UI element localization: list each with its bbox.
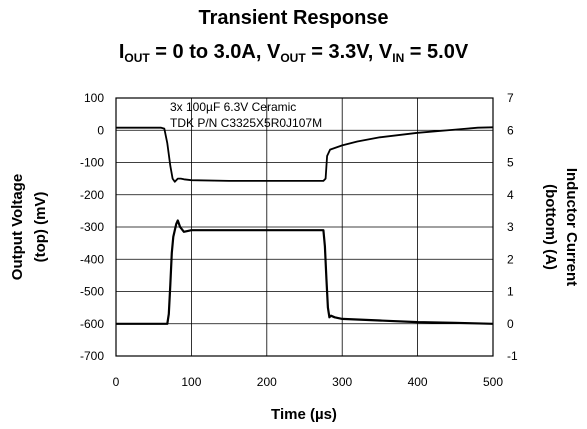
y-left-label-line1: Output Voltage: [9, 174, 26, 280]
y-left-tick-label: -500: [80, 285, 104, 299]
subtitle-vin-rest: = 5.0V: [404, 41, 469, 63]
y-left-label-line2: (top) (mV): [32, 192, 49, 263]
plot-frame: [115, 97, 494, 357]
subtitle-i-rest: = 0 to 3.0A,: [149, 41, 267, 63]
subtitle-i-sub: OUT: [124, 51, 150, 65]
x-tick-label: 300: [332, 375, 352, 389]
y-right-tick-label: 7: [507, 91, 514, 105]
y-left-tick-label: -200: [80, 188, 104, 202]
x-tick-label: 0: [113, 375, 120, 389]
y-right-label-line2: (bottom) (A): [542, 184, 559, 270]
y-left-tick-label: 100: [84, 91, 104, 105]
series-layer: [116, 126, 494, 325]
subtitle-v-rest: = 3.3V,: [305, 41, 379, 63]
y-right-tick-label: 4: [507, 188, 514, 202]
y-left-tick-label: -300: [80, 220, 104, 234]
y-right-tick-label: 6: [507, 123, 514, 137]
y-left-tick-label: -400: [80, 252, 104, 266]
subtitle-vin-sub: IN: [392, 51, 405, 65]
grid-lines: [116, 98, 493, 356]
x-tick-label: 400: [408, 375, 428, 389]
y-right-tick-label: 3: [507, 220, 514, 234]
y-left-tick-label: 0: [97, 123, 104, 137]
output-voltage-series-line: [116, 126, 494, 183]
x-axis-label: Time (µs): [271, 406, 337, 423]
y-right-tick-label: -1: [507, 349, 518, 363]
y-right-tick-label: 2: [507, 252, 514, 266]
subtitle-vin: V: [378, 41, 393, 63]
y-right-tick-label: 5: [507, 156, 514, 170]
y-left-tick-label: -100: [80, 156, 104, 170]
x-tick-label: 100: [181, 375, 201, 389]
chart-subtitle: IOUT = 0 to 3.0A, VOUT = 3.3V, VIN = 5.0…: [0, 40, 587, 70]
y-right-tick-label: 1: [507, 285, 514, 299]
y-left-tick-label: -600: [80, 317, 104, 331]
x-tick-label: 500: [483, 375, 503, 389]
tick-labels: 0 100 200 300 400 500 100 0 -100 -200 -300 -400 -500…: [80, 91, 518, 389]
y-right-label-line1: Inductor Current: [563, 168, 580, 286]
annotation-line2: TDK P/N C3325X5R0J107M: [170, 116, 322, 130]
y-right-tick-label: 0: [507, 317, 514, 331]
subtitle-v: V: [266, 41, 281, 63]
y-left-tick-label: -700: [80, 349, 104, 363]
annotation-line1: 3x 100µF 6.3V Ceramic: [170, 100, 296, 114]
chart-title: Transient Response: [198, 7, 389, 29]
subtitle-v-sub: OUT: [280, 51, 306, 65]
subtitle-i: I: [118, 41, 125, 63]
x-tick-label: 200: [257, 375, 277, 389]
inductor-current-series-line: [116, 219, 494, 325]
